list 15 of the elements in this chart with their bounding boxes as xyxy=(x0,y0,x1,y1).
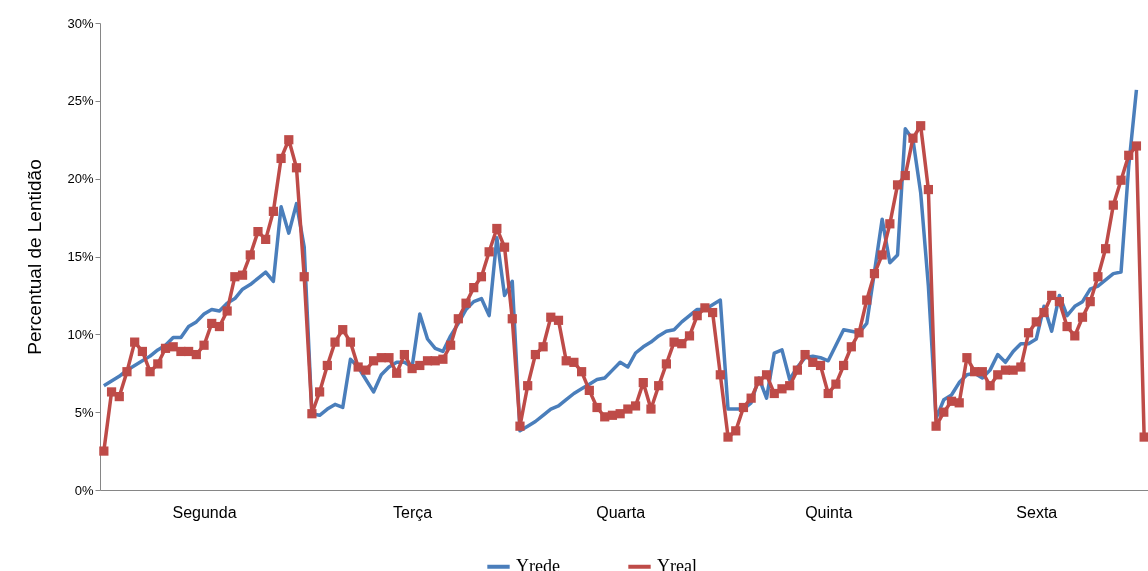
y-tick-label: 20% xyxy=(67,171,94,187)
legend-label: Yreal xyxy=(657,555,697,571)
y-tick-label: 10% xyxy=(67,326,94,342)
x-tick-label: Sexta xyxy=(1016,503,1058,521)
y-tick-label: 25% xyxy=(67,93,94,109)
y-tick-label: 30% xyxy=(67,15,94,31)
x-tick-label: Terça xyxy=(393,503,433,521)
x-tick-label: Quarta xyxy=(596,503,646,521)
legend-label: Yrede xyxy=(516,555,560,571)
y-tick-label: 0% xyxy=(74,482,94,498)
y-tick-label: 15% xyxy=(67,249,94,264)
y-tick-label: 5% xyxy=(74,404,94,420)
x-tick-label: Segunda xyxy=(172,503,237,521)
x-tick-label: Quinta xyxy=(805,503,853,521)
y-axis-title: Percentual de Lentidão xyxy=(24,159,46,355)
